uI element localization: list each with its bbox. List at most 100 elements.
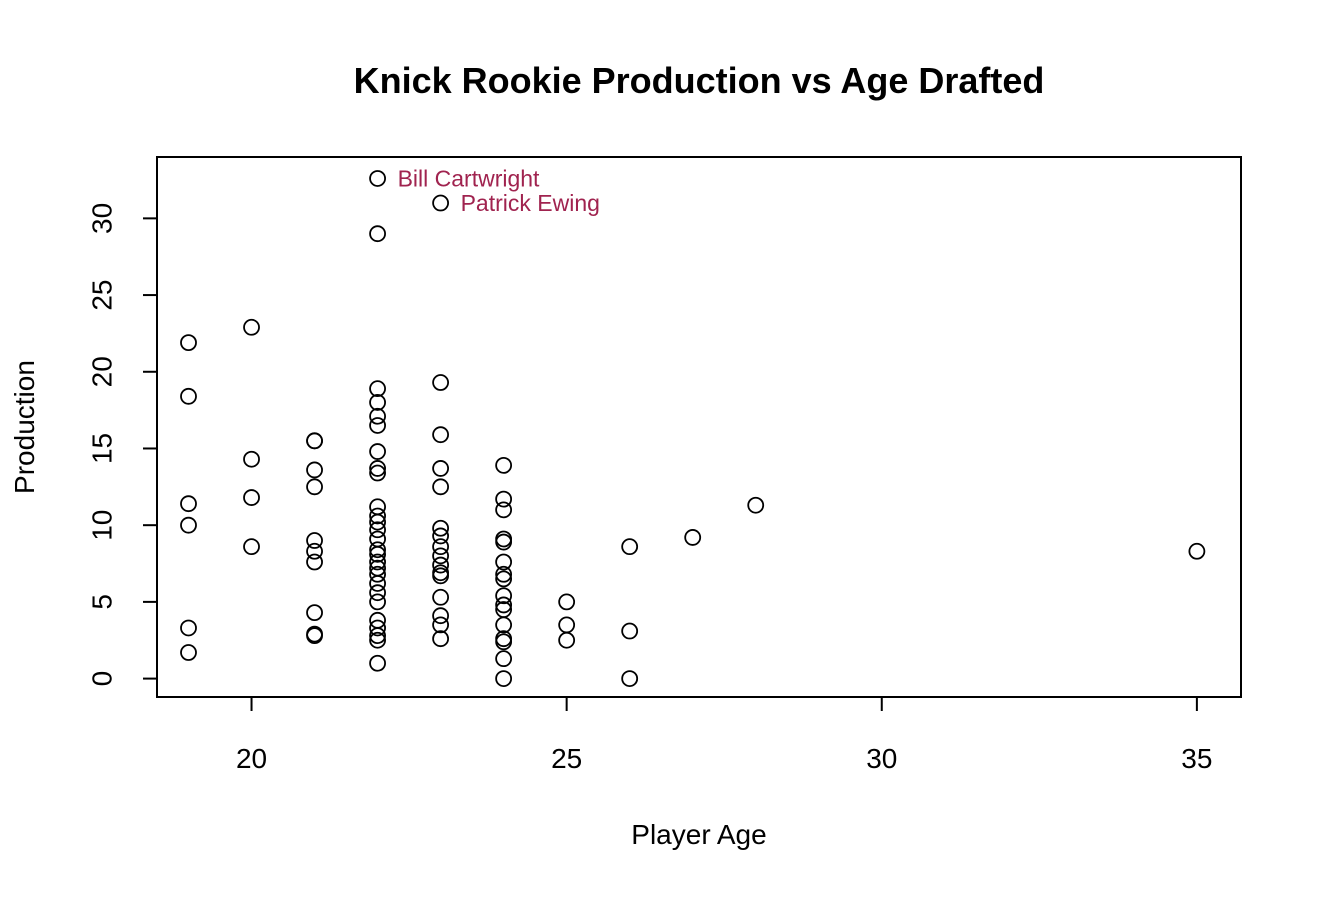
data-point (432, 194, 450, 212)
data-point (369, 593, 386, 611)
data-point (432, 630, 450, 648)
y-axis: 0 5 10 15 20 25 30 (87, 203, 158, 687)
chart-title: Knick Rookie Production vs Age Drafted (354, 60, 1045, 101)
y-tick-label: 5 (87, 594, 118, 610)
data-point (369, 631, 386, 649)
data-point (432, 538, 450, 556)
x-tick-label: 20 (236, 743, 267, 774)
data-point (180, 387, 197, 405)
data-point (495, 490, 513, 508)
data-point (369, 627, 386, 645)
x-tick-label: 25 (551, 743, 582, 774)
data-point (369, 553, 386, 571)
data-point (306, 553, 323, 571)
x-tick-label: 35 (1181, 743, 1212, 774)
y-tick-label: 10 (87, 510, 118, 541)
data-point (432, 478, 450, 496)
data-point (1188, 542, 1206, 560)
data-point (495, 596, 513, 614)
data-point (432, 374, 450, 391)
data-point (495, 501, 513, 519)
data-point (243, 318, 260, 336)
data-point (180, 619, 197, 637)
data-point (495, 570, 513, 588)
y-axis-label: Production (9, 360, 40, 494)
data-point (369, 407, 386, 425)
data-point (369, 654, 386, 672)
y-tick-label: 15 (87, 433, 118, 464)
data-point (369, 575, 386, 592)
plot-frame (156, 156, 1242, 698)
data-points (180, 170, 1206, 687)
data-point (369, 584, 386, 602)
data-point (432, 588, 450, 606)
data-point (747, 496, 765, 514)
x-axis-label: Player Age (631, 819, 766, 850)
data-point (432, 460, 450, 477)
data-point (495, 565, 513, 583)
data-point (432, 527, 450, 545)
data-point (432, 519, 450, 537)
data-point (306, 542, 323, 560)
data-point (369, 521, 386, 539)
data-point (558, 593, 576, 611)
data-point (369, 417, 386, 434)
data-point (495, 633, 513, 651)
data-point (432, 556, 450, 574)
data-point (369, 498, 386, 516)
data-point (180, 644, 197, 661)
data-point (369, 619, 386, 637)
data-point (495, 533, 513, 551)
data-point (495, 670, 513, 687)
data-point (369, 394, 386, 411)
data-point (180, 516, 197, 534)
data-point (306, 604, 323, 622)
data-point (369, 225, 386, 243)
data-point (495, 456, 513, 474)
y-tick-label: 20 (87, 356, 118, 387)
data-point (243, 538, 260, 556)
data-point (495, 650, 513, 668)
point-annotation: Bill Cartwright (398, 165, 540, 191)
data-point (369, 464, 386, 482)
x-axis: 20 25 30 35 (236, 696, 1212, 774)
data-point (621, 538, 639, 556)
data-point (369, 460, 386, 477)
data-point (495, 616, 513, 634)
data-point (369, 545, 386, 563)
data-point (432, 607, 450, 625)
data-point (306, 532, 323, 549)
point-annotation: Patrick Ewing (461, 190, 600, 216)
data-point (180, 334, 197, 352)
data-point (432, 616, 450, 634)
data-point (306, 627, 323, 645)
data-point (495, 587, 513, 605)
data-point (621, 670, 639, 687)
data-point (684, 529, 702, 546)
data-point (558, 616, 576, 634)
data-point (432, 426, 450, 444)
x-tick-label: 30 (866, 743, 897, 774)
data-point (558, 631, 576, 649)
data-point (432, 547, 450, 565)
data-point (495, 553, 513, 571)
y-tick-label: 25 (87, 279, 118, 310)
data-point (369, 380, 386, 398)
y-tick-label: 0 (87, 671, 118, 687)
data-point (243, 450, 260, 468)
data-point (369, 170, 386, 187)
data-point (369, 565, 386, 583)
data-point (369, 541, 386, 559)
data-point (369, 513, 386, 531)
data-point (621, 622, 639, 640)
data-point (180, 495, 197, 513)
data-point (306, 461, 323, 479)
data-point (369, 443, 386, 460)
data-point (306, 478, 323, 496)
data-point (306, 432, 323, 450)
y-tick-label: 30 (87, 203, 118, 234)
data-point (432, 567, 450, 585)
